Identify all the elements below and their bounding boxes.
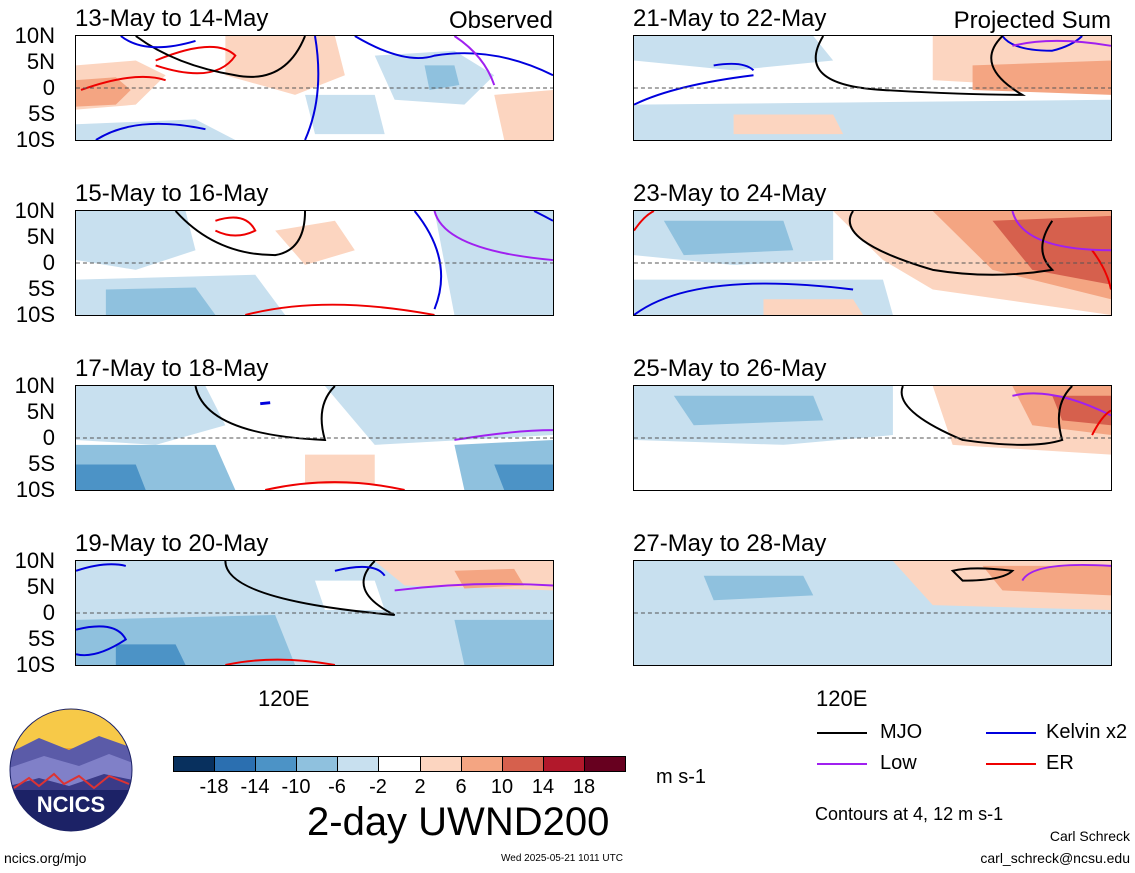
projected-label: Projected Sum xyxy=(953,7,1111,34)
footer-author: Carl Schreck xyxy=(1049,828,1130,844)
legend-line-low xyxy=(817,763,867,765)
footer-email[interactable]: carl_schreck@ncsu.edu xyxy=(980,850,1130,866)
panel-title-1: 13-May to 14-May xyxy=(75,5,269,32)
units-label: m s-1 xyxy=(656,766,706,788)
legend-label-mjo: MJO xyxy=(880,721,923,743)
map-panel-4 xyxy=(75,560,554,666)
panel-4-field xyxy=(76,561,553,665)
panel-title-3: 17-May to 18-May xyxy=(75,355,269,382)
ncics-logo: NCICS xyxy=(9,708,133,832)
observed-label: Observed xyxy=(448,7,553,34)
colorbar xyxy=(173,756,626,772)
panel-title-6: 23-May to 24-May xyxy=(633,180,827,207)
colorbar-swatch xyxy=(256,757,298,771)
legend-line-mjo xyxy=(817,732,867,734)
panel-title-4: 19-May to 20-May xyxy=(75,530,269,557)
legend-line-kelvin xyxy=(986,732,1036,734)
panel-title-5: 21-May to 22-May xyxy=(633,5,827,32)
panel-7-field xyxy=(634,386,1111,490)
panel-3-field xyxy=(76,386,553,490)
map-panel-5 xyxy=(633,35,1112,141)
panel-1-field xyxy=(76,36,553,140)
colorbar-swatch xyxy=(174,757,216,771)
colorbar-swatch xyxy=(461,757,503,771)
legend-label-kelvin: Kelvin x2 xyxy=(1046,721,1128,743)
colorbar-swatch xyxy=(338,757,380,771)
left-lon-label: 120E xyxy=(258,686,310,711)
legend-label-er: ER xyxy=(1046,752,1074,774)
contours-note: Contours at 4, 12 m s-1 xyxy=(815,804,1004,824)
map-panel-1 xyxy=(75,35,554,141)
panel-5-field xyxy=(634,36,1111,140)
panel-8-field xyxy=(634,561,1111,665)
footer-url[interactable]: ncics.org/mjo xyxy=(4,850,87,866)
footer-timestamp: Wed 2025-05-21 1011 UTC xyxy=(501,853,623,864)
map-panel-6 xyxy=(633,210,1112,316)
legend-label-low: Low xyxy=(880,752,917,774)
variable-title: 2-day UWND200 xyxy=(307,800,610,844)
colorbar-swatch xyxy=(543,757,585,771)
right-lon-label: 120E xyxy=(816,686,868,711)
colorbar-swatch xyxy=(215,757,257,771)
legend-line-er xyxy=(986,763,1036,765)
logo-text: NCICS xyxy=(37,792,105,817)
colorbar-swatch xyxy=(502,757,544,771)
map-panel-2 xyxy=(75,210,554,316)
colorbar-swatch xyxy=(420,757,462,771)
colorbar-swatch xyxy=(297,757,339,771)
panel-title-2: 15-May to 16-May xyxy=(75,180,269,207)
panel-title-7: 25-May to 26-May xyxy=(633,355,827,382)
colorbar-swatch xyxy=(379,757,421,771)
map-panel-8 xyxy=(633,560,1112,666)
map-panel-7 xyxy=(633,385,1112,491)
panel-2-field xyxy=(76,211,553,315)
panel-6-field xyxy=(634,211,1111,315)
colorbar-swatch xyxy=(584,757,626,771)
map-panel-3 xyxy=(75,385,554,491)
panel-title-8: 27-May to 28-May xyxy=(633,530,827,557)
